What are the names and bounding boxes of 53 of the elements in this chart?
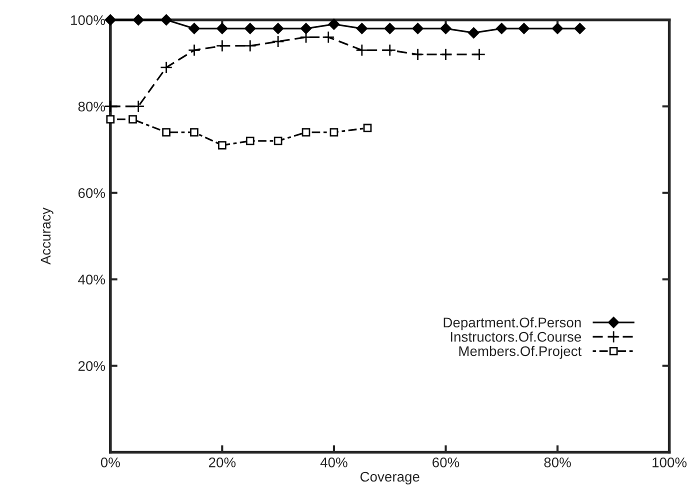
point — [574, 22, 586, 34]
point — [384, 22, 396, 34]
point — [188, 44, 200, 56]
point — [162, 128, 170, 136]
legend-label: Instructors.Of.Course — [450, 332, 582, 342]
y-tick-label: 40% — [78, 274, 106, 284]
point — [496, 22, 508, 34]
x-tick-label: 20% — [208, 458, 236, 468]
point — [132, 14, 144, 26]
point — [272, 35, 284, 48]
point — [412, 48, 424, 61]
point — [216, 22, 228, 34]
point — [363, 124, 372, 132]
point — [244, 22, 256, 34]
point — [272, 22, 284, 34]
point — [439, 48, 452, 61]
y-tick-label: 60% — [78, 188, 106, 198]
point — [302, 128, 310, 136]
x-tick-label: 0% — [100, 458, 120, 468]
y-tick-label: 20% — [78, 361, 106, 371]
point — [188, 22, 200, 34]
x-tick-label: 40% — [320, 458, 348, 468]
legend-label: Department.Of.Person — [444, 317, 581, 330]
point — [330, 128, 338, 136]
x-axis-title: Coverage — [360, 472, 420, 484]
x-tick-label: 80% — [544, 458, 571, 468]
x-tick-label: 60% — [432, 458, 460, 468]
x-tick-label: 100% — [652, 458, 687, 468]
y-tick-label: 80% — [78, 102, 106, 112]
point — [468, 27, 480, 38]
point — [160, 14, 172, 26]
point — [160, 61, 173, 74]
point — [274, 136, 282, 146]
legend-label: Members.Of.Project — [459, 346, 582, 359]
y-tick-label: 100% — [71, 15, 106, 26]
point — [104, 14, 116, 26]
point — [552, 22, 564, 34]
point — [518, 22, 530, 34]
point — [356, 22, 368, 34]
point — [106, 115, 115, 124]
point — [246, 136, 254, 146]
point — [473, 48, 486, 61]
point — [300, 22, 312, 34]
point — [356, 44, 368, 56]
point — [244, 40, 256, 52]
point — [190, 128, 198, 136]
point — [322, 30, 335, 44]
point — [328, 18, 340, 30]
point — [412, 22, 424, 34]
y-axis-title: Accuracy — [40, 208, 54, 265]
point — [218, 141, 226, 150]
point — [440, 22, 452, 34]
point — [128, 115, 137, 124]
